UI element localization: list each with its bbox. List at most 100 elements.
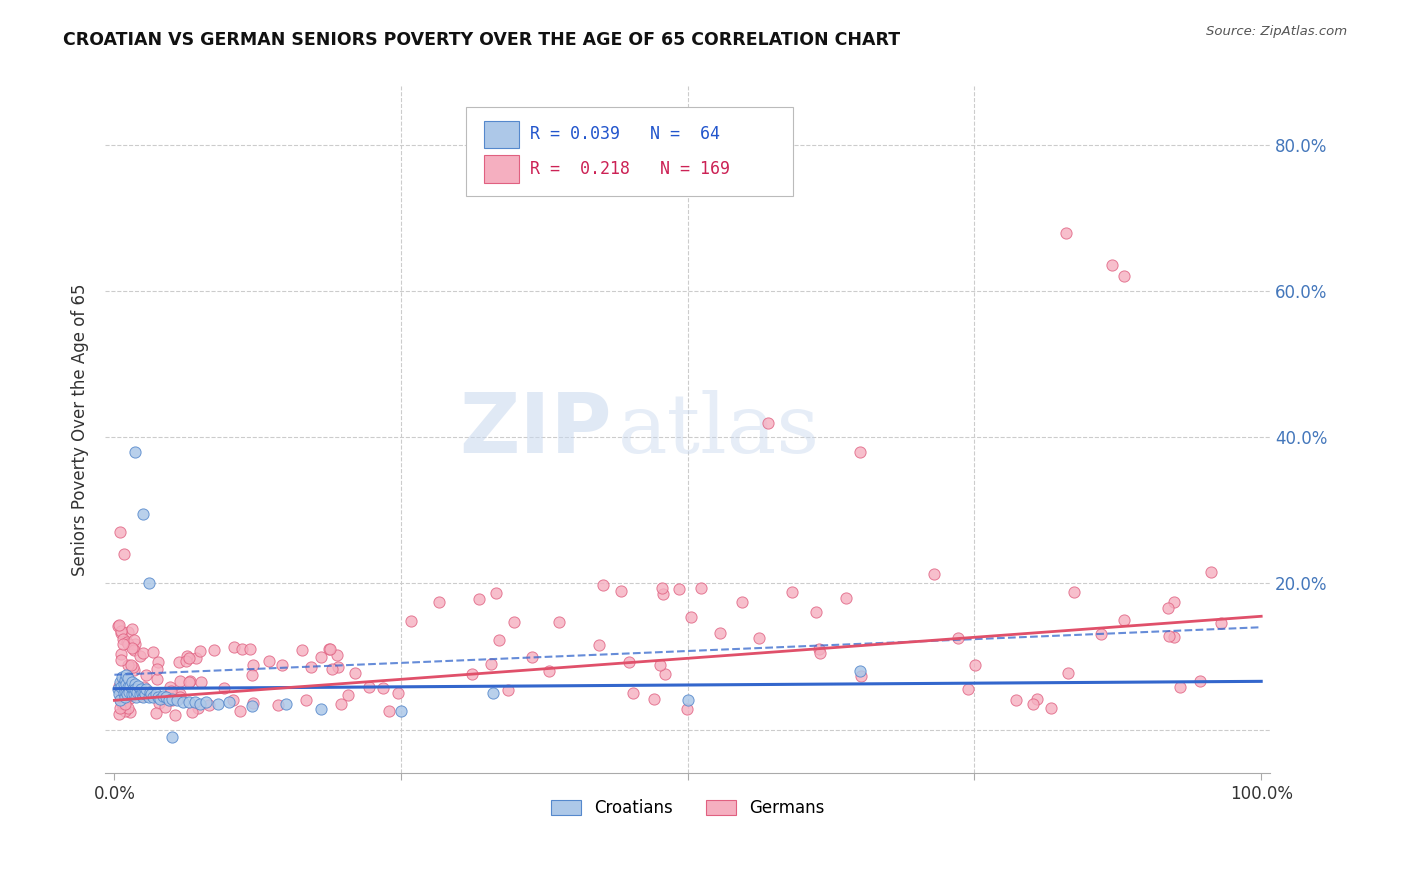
Point <box>121 688 143 702</box>
Point <box>1054 226 1077 240</box>
Point <box>318 642 340 657</box>
Point <box>132 507 155 521</box>
Point <box>122 688 145 702</box>
Point <box>689 581 711 595</box>
Point <box>114 704 136 718</box>
Point <box>138 576 160 591</box>
Point <box>1056 665 1078 680</box>
Point <box>152 689 174 703</box>
Point <box>112 547 135 561</box>
Point <box>195 695 218 709</box>
Point <box>240 699 263 714</box>
Point <box>731 595 754 609</box>
Point <box>1157 629 1180 643</box>
Y-axis label: Seniors Poverty Over the Age of 65: Seniors Poverty Over the Age of 65 <box>72 284 89 576</box>
Point <box>160 684 183 698</box>
Point <box>118 684 141 698</box>
Point <box>592 577 614 591</box>
Point <box>139 684 162 698</box>
Point <box>1199 565 1222 579</box>
Point <box>229 704 252 718</box>
Point <box>619 655 641 669</box>
Point <box>112 676 135 690</box>
Point <box>482 686 505 700</box>
Point <box>190 697 212 711</box>
Point <box>651 587 673 601</box>
Point <box>502 615 524 629</box>
Point <box>110 695 132 709</box>
Point <box>748 632 770 646</box>
Point <box>108 675 131 690</box>
Point <box>169 690 191 704</box>
Point <box>709 625 731 640</box>
Point <box>676 702 699 716</box>
Point <box>242 667 264 681</box>
Point <box>111 670 134 684</box>
Point <box>357 680 380 694</box>
Point <box>808 646 831 660</box>
Point <box>231 642 253 657</box>
Point <box>134 688 156 702</box>
Point <box>142 690 165 705</box>
Point <box>267 698 290 712</box>
Point <box>121 622 143 636</box>
Point <box>122 633 145 648</box>
Point <box>479 657 502 671</box>
Point <box>326 648 349 662</box>
FancyBboxPatch shape <box>467 107 793 196</box>
Point <box>138 690 160 704</box>
Point <box>117 672 139 686</box>
Point <box>131 686 153 700</box>
Point <box>159 681 181 695</box>
Point <box>169 687 191 701</box>
Point <box>676 693 699 707</box>
Point <box>1063 585 1085 599</box>
Point <box>179 651 201 665</box>
Point <box>239 641 262 656</box>
Point <box>160 691 183 706</box>
Point <box>520 649 543 664</box>
Point <box>1090 627 1112 641</box>
Point <box>112 686 135 700</box>
Point <box>172 695 194 709</box>
Point <box>160 730 183 744</box>
Point <box>128 649 150 664</box>
Point <box>177 695 200 709</box>
Point <box>148 696 170 710</box>
Point <box>849 668 872 682</box>
Legend: Croatians, Germans: Croatians, Germans <box>544 792 831 823</box>
Point <box>110 653 132 667</box>
Point <box>146 662 169 676</box>
Point <box>120 658 142 673</box>
Point <box>157 693 180 707</box>
Point <box>134 684 156 698</box>
Point <box>146 673 169 687</box>
Point <box>127 679 149 693</box>
Point <box>107 682 129 697</box>
Point <box>114 682 136 697</box>
Point <box>117 624 139 639</box>
Point <box>547 615 569 630</box>
Point <box>110 683 132 698</box>
Point <box>141 688 163 702</box>
Point <box>118 691 141 706</box>
Point <box>174 654 197 668</box>
Point <box>145 688 167 702</box>
Point <box>202 642 225 657</box>
Point <box>114 673 136 687</box>
Point <box>468 592 491 607</box>
Point <box>108 680 131 694</box>
Point <box>110 680 132 694</box>
Bar <box>484 120 519 148</box>
Point <box>121 675 143 690</box>
Point <box>321 662 343 676</box>
Point <box>183 695 205 709</box>
Point <box>389 704 412 718</box>
Point <box>146 655 169 669</box>
Point <box>108 693 131 707</box>
Point <box>132 690 155 704</box>
Point <box>124 445 146 459</box>
Point <box>112 638 135 652</box>
Point <box>963 658 986 673</box>
Point <box>1168 680 1191 694</box>
